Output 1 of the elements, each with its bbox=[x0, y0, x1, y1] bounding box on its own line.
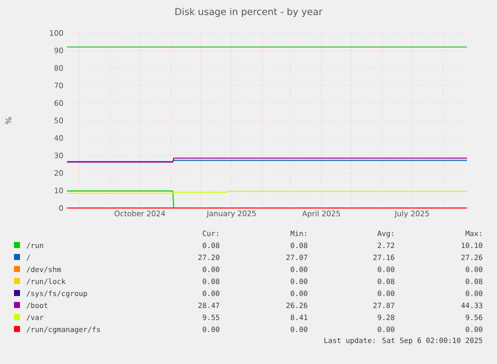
chart-title: Disk usage in percent - by year bbox=[175, 8, 322, 17]
